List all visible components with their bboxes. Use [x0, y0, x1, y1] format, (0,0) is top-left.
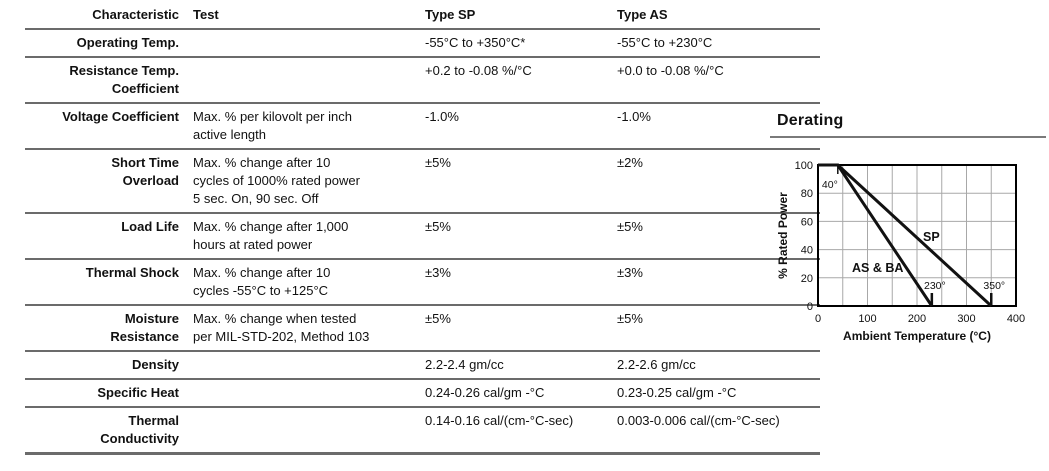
- cell-characteristic: Resistance Temp. Coefficient: [25, 57, 185, 104]
- plot-border: [817, 164, 1017, 307]
- annotation-label: 350°: [983, 280, 1005, 292]
- x-tick-label: 0: [815, 313, 821, 325]
- cell-type-sp: ±5%: [425, 305, 617, 352]
- table-row: Thermal Shock Max. % change after 10 cyc…: [25, 259, 820, 306]
- annotation-label: 230°: [924, 280, 946, 292]
- cell-type-sp: ±5%: [425, 213, 617, 260]
- cell-test: [185, 407, 425, 455]
- characteristics-table: Characteristic Test Type SP Type AS Oper…: [25, 2, 820, 455]
- cell-characteristic: Voltage Coefficient: [25, 103, 185, 150]
- cell-characteristic: Density: [25, 351, 185, 380]
- y-tick-label: 0: [807, 301, 813, 313]
- y-tick-label: 40: [801, 245, 813, 257]
- series-line-sp: [818, 163, 993, 308]
- x-axis-title: Ambient Temperature (°C): [843, 329, 991, 343]
- cell-type-as: -1.0%: [617, 103, 820, 150]
- cell-characteristic: Thermal Conductivity: [25, 407, 185, 455]
- cell-test: Max. % change after 10 cycles of 1000% r…: [185, 149, 425, 214]
- cell-type-sp: -1.0%: [425, 103, 617, 150]
- table-row: Specific Heat 0.24-0.26 cal/gm -°C 0.23-…: [25, 379, 820, 408]
- y-tick-label: 20: [801, 273, 813, 285]
- table-row: Density 2.2-2.4 gm/cc 2.2-2.6 gm/cc: [25, 351, 820, 380]
- cell-test: [185, 379, 425, 408]
- column-header-type-sp: Type SP: [425, 2, 617, 30]
- cell-characteristic: Moisture Resistance: [25, 305, 185, 352]
- column-header-type-as: Type AS: [617, 2, 820, 30]
- cell-type-as: 0.003-0.006 cal/(cm-°C-sec): [617, 407, 820, 455]
- cell-characteristic: Short Time Overload: [25, 149, 185, 214]
- series-label-as-ba: AS & BA: [852, 261, 903, 275]
- column-header-characteristic: Characteristic: [25, 2, 185, 30]
- y-tick-label: 60: [801, 216, 813, 228]
- cell-type-as: -55°C to +230°C: [617, 29, 820, 58]
- cell-test: [185, 57, 425, 104]
- table-row: Load Life Max. % change after 1,000 hour…: [25, 213, 820, 260]
- table-row: Thermal Conductivity 0.14-0.16 cal/(cm-°…: [25, 407, 820, 455]
- cell-type-as: ±5%: [617, 213, 820, 260]
- cell-test: Max. % change after 1,000 hours at rated…: [185, 213, 425, 260]
- cell-type-as: ±3%: [617, 259, 820, 306]
- cell-type-as: 0.23-0.25 cal/gm -°C: [617, 379, 820, 408]
- cell-type-as: +0.0 to -0.08 %/°C: [617, 57, 820, 104]
- y-axis-title: % Rated Power: [776, 192, 790, 279]
- annotation-label: 40°: [822, 179, 838, 191]
- cell-characteristic: Load Life: [25, 213, 185, 260]
- table-row: Short Time Overload Max. % change after …: [25, 149, 820, 214]
- x-tick-label: 400: [1007, 313, 1025, 325]
- cell-type-as: 2.2-2.6 gm/cc: [617, 351, 820, 380]
- series-line-as-ba: [818, 163, 934, 307]
- column-header-test: Test: [185, 2, 425, 30]
- y-tick-label: 80: [801, 188, 813, 200]
- cell-type-sp: 2.2-2.4 gm/cc: [425, 351, 617, 380]
- x-tick-label: 200: [908, 313, 926, 325]
- cell-characteristic: Operating Temp.: [25, 29, 185, 58]
- y-tick-label: 100: [795, 160, 813, 172]
- cell-test: Max. % change after 10 cycles -55°C to +…: [185, 259, 425, 306]
- table-row: Moisture Resistance Max. % change when t…: [25, 305, 820, 352]
- table-row: Voltage Coefficient Max. % per kilovolt …: [25, 103, 820, 150]
- cell-type-sp: -55°C to +350°C*: [425, 29, 617, 58]
- cell-test: Max. % change when tested per MIL-STD-20…: [185, 305, 425, 352]
- cell-characteristic: Specific Heat: [25, 379, 185, 408]
- series-label-sp: SP: [923, 230, 940, 244]
- cell-test: Max. % per kilovolt per inch active leng…: [185, 103, 425, 150]
- cell-type-sp: 0.24-0.26 cal/gm -°C: [425, 379, 617, 408]
- table-row: Operating Temp. -55°C to +350°C* -55°C t…: [25, 29, 820, 58]
- cell-type-sp: +0.2 to -0.08 %/°C: [425, 57, 617, 104]
- table-header-row: Characteristic Test Type SP Type AS: [25, 2, 820, 30]
- cell-test: [185, 29, 425, 58]
- cell-test: [185, 351, 425, 380]
- derating-section-title: Derating: [770, 112, 1046, 138]
- derating-chart: SP AS & BA 40° 230° 350° 0 100 200 300 400 0 20 40 60…: [776, 160, 1025, 343]
- x-tick-label: 300: [957, 313, 975, 325]
- cell-type-sp: ±5%: [425, 149, 617, 214]
- cell-type-as: ±2%: [617, 149, 820, 214]
- table-row: Resistance Temp. Coefficient +0.2 to -0.…: [25, 57, 820, 104]
- cell-type-as: ±5%: [617, 305, 820, 352]
- cell-type-sp: ±3%: [425, 259, 617, 306]
- cell-type-sp: 0.14-0.16 cal/(cm-°C-sec): [425, 407, 617, 455]
- cell-characteristic: Thermal Shock: [25, 259, 185, 306]
- x-tick-label: 100: [858, 313, 876, 325]
